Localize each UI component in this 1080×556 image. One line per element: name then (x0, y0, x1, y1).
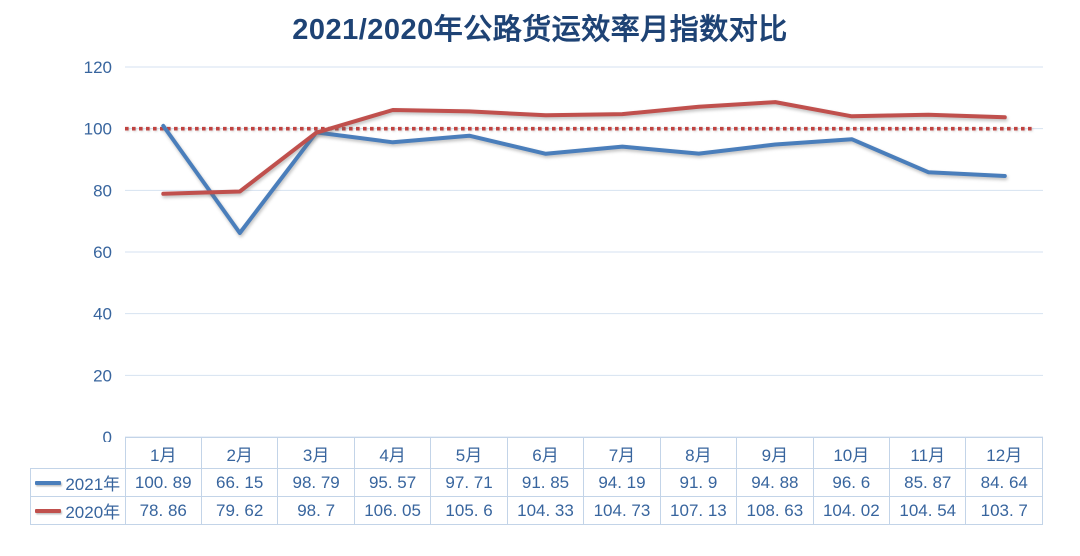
value-cell: 97. 71 (430, 468, 508, 497)
legend-label: 2020年 (65, 503, 121, 522)
table-row-2021年: 2021年 100. 89 66. 15 98. 79 95. 57 97. 71 91. … (30, 468, 1043, 497)
value-cell: 95. 57 (353, 468, 432, 497)
value-cell: 104. 54 (889, 496, 967, 525)
value-cell: 104. 73 (583, 496, 661, 525)
y-axis-tick-label: 60 (93, 243, 112, 262)
plot-area: 0 20 40 60 80 100 120 (84, 58, 1043, 442)
value-cell: 91. 9 (659, 468, 738, 497)
y-axis-tick-label: 100 (84, 120, 112, 139)
value-cell: 104. 02 (812, 496, 891, 525)
y-axis-tick-label: 80 (93, 181, 112, 200)
legend-label: 2021年 (65, 475, 121, 494)
value-cell: 107. 13 (659, 496, 738, 525)
month-header-cell: 5月 (430, 437, 508, 469)
legend-cell: 2020年 (30, 496, 126, 525)
series-line-2020年 (161, 100, 1007, 196)
y-axis-tick-label: 20 (93, 366, 112, 385)
value-cell: 78. 86 (124, 496, 202, 525)
value-cell: 66. 15 (200, 468, 279, 497)
month-header-cell: 8月 (659, 437, 738, 469)
value-cell: 98. 79 (277, 468, 355, 497)
value-cell: 91. 85 (506, 468, 585, 497)
month-header-cell: 6月 (506, 437, 585, 469)
data-table: 1月 2月 3月 4月 5月 6月 7月 8月 9月 10月 11月 12月 2021年 100. 89… (30, 437, 1043, 525)
chart-title: 2021/2020年公路货运效率月指数对比 (292, 14, 788, 46)
value-cell: 108. 63 (736, 496, 814, 525)
month-header-row: 1月 2月 3月 4月 5月 6月 7月 8月 9月 10月 11月 12月 (31, 437, 1043, 469)
month-header-cell: 11月 (889, 437, 967, 469)
legend-line-icon (35, 480, 62, 485)
value-cell: 105. 6 (430, 496, 508, 525)
month-header-cell: 1月 (124, 437, 202, 469)
month-header-cell: 7月 (583, 437, 661, 469)
series-line-2021年 (161, 123, 1007, 235)
y-axis-tick-label: 40 (93, 305, 112, 324)
value-cell: 98. 7 (277, 496, 355, 525)
table-row-2020年: 2020年 78. 86 79. 62 98. 7 106. 05 105. 6 104. … (30, 496, 1043, 525)
month-header-cell: 12月 (965, 437, 1043, 469)
y-axis-tick-label: 120 (84, 58, 112, 77)
value-cell: 94. 88 (736, 468, 814, 497)
value-cell: 104. 33 (506, 496, 585, 525)
value-cell: 103. 7 (965, 496, 1043, 525)
value-cell: 96. 6 (812, 468, 891, 497)
value-cell: 100. 89 (124, 468, 202, 497)
value-cell: 94. 19 (583, 468, 661, 497)
month-header-cell: 9月 (736, 437, 814, 469)
table-corner-cell (31, 438, 126, 469)
value-cell: 85. 87 (889, 468, 967, 497)
value-cell: 84. 64 (965, 468, 1043, 497)
value-cell: 106. 05 (353, 496, 432, 525)
legend-cell: 2021年 (30, 468, 126, 497)
month-header-cell: 3月 (277, 437, 355, 469)
month-header-cell: 10月 (812, 437, 891, 469)
month-header-cell: 4月 (353, 437, 432, 469)
value-cell: 79. 62 (200, 496, 279, 525)
month-header-cell: 2月 (200, 437, 279, 469)
legend-line-icon (35, 508, 62, 513)
y-axis-tick-label: 0 (103, 428, 112, 442)
